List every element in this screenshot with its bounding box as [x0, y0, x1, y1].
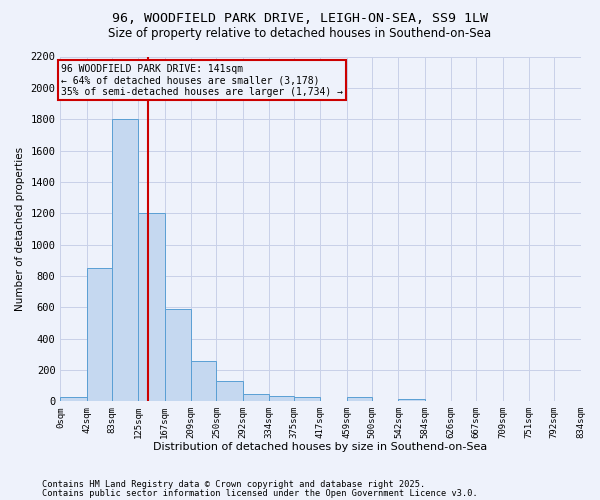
Bar — [347, 398, 372, 401]
Bar — [191, 362, 217, 401]
Bar — [86, 268, 112, 401]
Y-axis label: Number of detached properties: Number of detached properties — [15, 147, 25, 311]
Bar — [294, 398, 320, 401]
Bar — [242, 394, 269, 401]
Text: Contains public sector information licensed under the Open Government Licence v3: Contains public sector information licen… — [42, 490, 478, 498]
Bar — [398, 399, 425, 401]
Text: 96 WOODFIELD PARK DRIVE: 141sqm
← 64% of detached houses are smaller (3,178)
35%: 96 WOODFIELD PARK DRIVE: 141sqm ← 64% of… — [61, 64, 343, 97]
Bar — [269, 396, 294, 401]
X-axis label: Distribution of detached houses by size in Southend-on-Sea: Distribution of detached houses by size … — [154, 442, 488, 452]
Bar — [112, 119, 139, 401]
Text: Contains HM Land Registry data © Crown copyright and database right 2025.: Contains HM Land Registry data © Crown c… — [42, 480, 425, 489]
Text: Size of property relative to detached houses in Southend-on-Sea: Size of property relative to detached ho… — [109, 28, 491, 40]
Text: 96, WOODFIELD PARK DRIVE, LEIGH-ON-SEA, SS9 1LW: 96, WOODFIELD PARK DRIVE, LEIGH-ON-SEA, … — [112, 12, 488, 26]
Bar — [61, 398, 86, 401]
Bar — [217, 381, 242, 401]
Bar — [139, 213, 164, 401]
Bar — [164, 309, 191, 401]
